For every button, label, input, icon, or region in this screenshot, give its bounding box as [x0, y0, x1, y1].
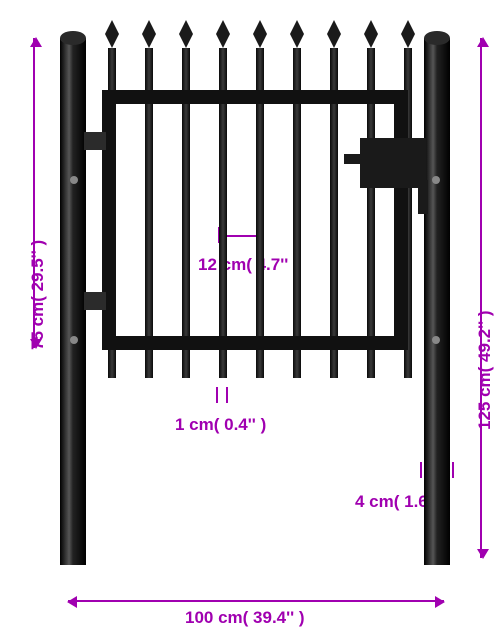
- diagram-stage: 75 cm( 29.5'' ) 125 cm( 49.2'' ) 100 cm(…: [0, 0, 500, 641]
- dim-arrow-height-right: [480, 38, 482, 558]
- dim-tick-post-right: [452, 462, 454, 478]
- dim-arrow-width-bottom: [68, 600, 444, 602]
- dim-label-width-bottom: 100 cm( 39.4'' ): [185, 608, 305, 628]
- dim-label-height-right: 125 cm( 49.2'' ): [475, 310, 495, 430]
- gate-illustration: [60, 20, 450, 565]
- dim-label-height-left: 75 cm( 29.5'' ): [28, 240, 48, 350]
